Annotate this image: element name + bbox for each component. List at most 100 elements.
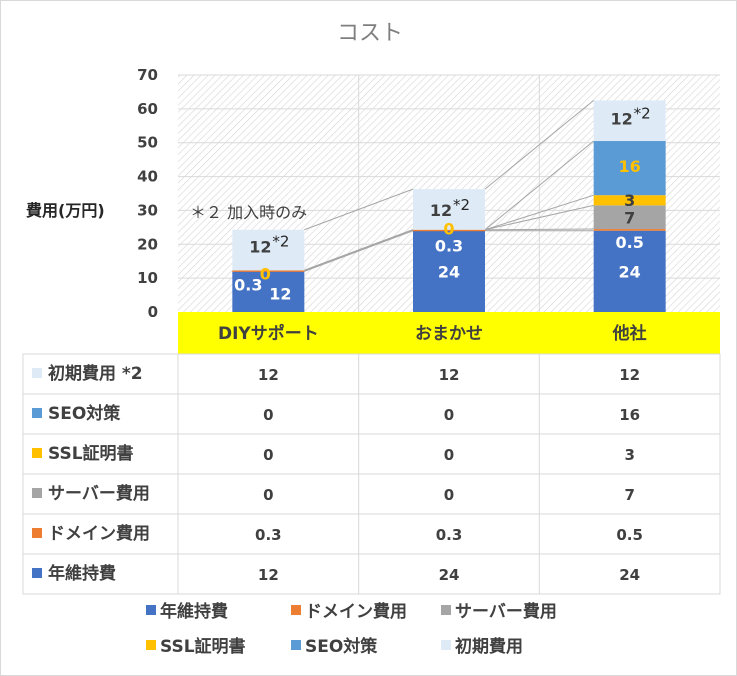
legend-entry: SSL証明書	[160, 636, 246, 657]
bars	[232, 100, 666, 312]
legend-entry: 年維持費	[160, 601, 228, 622]
bar-segment	[593, 100, 666, 142]
legend-swatch	[291, 640, 301, 650]
table-cell: 12	[439, 366, 460, 384]
category-label: 他社	[612, 323, 647, 344]
legend-swatch	[291, 605, 301, 615]
data-label: 24	[619, 263, 641, 282]
bar-segment	[593, 230, 666, 312]
data-label: 3	[624, 191, 635, 210]
data-label: 12	[249, 238, 271, 257]
data-label: 0.3	[234, 275, 262, 294]
table-cell: 0	[444, 486, 454, 504]
bar-segment	[413, 189, 485, 230]
bar-segment	[232, 271, 305, 312]
data-label: 0.5	[615, 233, 643, 252]
table-cell: 0	[263, 486, 273, 504]
table-cell: 7	[624, 486, 634, 504]
y-axis-label: 費用(万円)	[26, 201, 105, 220]
bar-segment	[593, 229, 666, 231]
category-label: DIYサポート	[218, 323, 319, 344]
table-row-header: SEO対策	[48, 403, 121, 424]
table-cell: 0	[444, 446, 454, 464]
annotation-note: ＊２ 加入時のみ	[190, 203, 307, 222]
table-row-swatch	[32, 528, 42, 538]
table-cell: 0.5	[616, 526, 643, 544]
series-connector-lines	[304, 100, 594, 272]
bar-segment	[232, 229, 305, 271]
legend-entry: 初期費用	[455, 636, 523, 657]
table-cell: 12	[258, 566, 279, 584]
y-tick-label: 30	[137, 201, 158, 219]
table-cell: 24	[439, 566, 460, 584]
legend-swatch	[441, 605, 451, 615]
series-line	[484, 140, 594, 231]
y-tick-label: 10	[137, 269, 158, 287]
table-cell: 12	[619, 366, 640, 384]
table-row-swatch	[32, 408, 42, 418]
table-row-header: 年維持費	[48, 563, 116, 584]
series-line	[484, 204, 594, 231]
data-label: 16	[619, 157, 641, 176]
table-cell: 24	[619, 566, 640, 584]
data-label: 0	[260, 264, 271, 283]
table-cell: 0	[263, 446, 273, 464]
table-cell: 0	[263, 406, 273, 424]
table-row-swatch	[32, 568, 42, 578]
table-cell: 3	[624, 446, 634, 464]
series-line	[304, 229, 414, 271]
y-tick-label: 40	[137, 168, 158, 186]
chart-title: コスト	[337, 21, 403, 46]
legend-entry: SEO対策	[305, 636, 378, 657]
bar-segment	[593, 205, 666, 230]
series-line	[484, 100, 594, 190]
category-label: おまかせ	[415, 324, 483, 344]
table-cell: 16	[619, 406, 640, 424]
legend-swatch	[441, 640, 451, 650]
bar-segment	[593, 141, 666, 196]
data-label: 12	[269, 284, 291, 303]
table-row-header: サーバー費用	[48, 483, 150, 504]
table-row-header: ドメイン費用	[48, 523, 150, 544]
data-table: 初期費用 *2 12 12 12 SEO対策 0 0 16 SSL証明書 0 0 3 サーバー費用 0 0 7…	[22, 353, 721, 595]
series-line	[304, 230, 414, 272]
bar-segment	[413, 230, 485, 312]
data-label: 12	[430, 201, 452, 220]
data-label: 12	[611, 109, 633, 128]
table-cell: 0	[444, 406, 454, 424]
data-label: 0	[443, 220, 454, 239]
footnote-mark: *2	[634, 104, 651, 122]
data-label: 7	[624, 208, 635, 227]
bar-segment	[413, 229, 485, 232]
table-row-swatch	[32, 448, 42, 458]
footnote-mark: *2	[453, 196, 470, 214]
legend-entry: ドメイン費用	[305, 601, 407, 622]
category-band-fill	[178, 312, 720, 354]
category-band: DIYサポート おまかせ 他社	[178, 312, 720, 354]
y-tick-label: 50	[137, 134, 158, 152]
table-row-swatch	[32, 368, 42, 378]
legend-swatch	[146, 605, 156, 615]
bar-segment	[593, 195, 666, 206]
y-tick-label: 60	[137, 100, 158, 118]
y-tick-label: 0	[148, 303, 158, 321]
table-cell: 12	[258, 366, 279, 384]
table-cell: 0.3	[255, 526, 282, 544]
series-line	[484, 228, 594, 231]
data-label: 24	[438, 263, 460, 282]
table-row-swatch	[32, 488, 42, 498]
y-tick-label: 70	[137, 66, 158, 84]
y-axis-ticks: 0 10 20 30 40 50 60 70	[137, 66, 158, 321]
data-label: 0.3	[435, 237, 463, 256]
table-row-header: 初期費用 *2	[48, 363, 143, 384]
legend-swatch	[146, 640, 156, 650]
table-row-header: SSL証明書	[48, 443, 134, 464]
series-line	[304, 188, 414, 231]
series-line	[484, 194, 594, 231]
legend: 年維持費 ドメイン費用 サーバー費用 SSL証明書 SEO対策 初期費用	[146, 601, 557, 657]
table-cell: 0.3	[436, 526, 463, 544]
legend-entry: サーバー費用	[455, 601, 557, 622]
y-tick-label: 20	[137, 235, 158, 253]
